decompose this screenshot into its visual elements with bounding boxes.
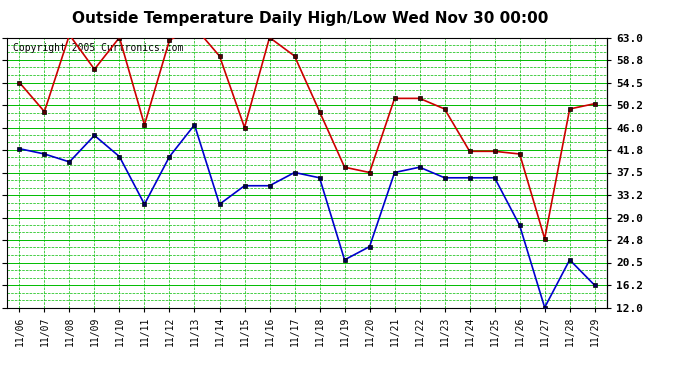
Text: Copyright 2005 Curtronics.com: Copyright 2005 Curtronics.com [13,43,184,53]
Text: Outside Temperature Daily High/Low Wed Nov 30 00:00: Outside Temperature Daily High/Low Wed N… [72,11,549,26]
